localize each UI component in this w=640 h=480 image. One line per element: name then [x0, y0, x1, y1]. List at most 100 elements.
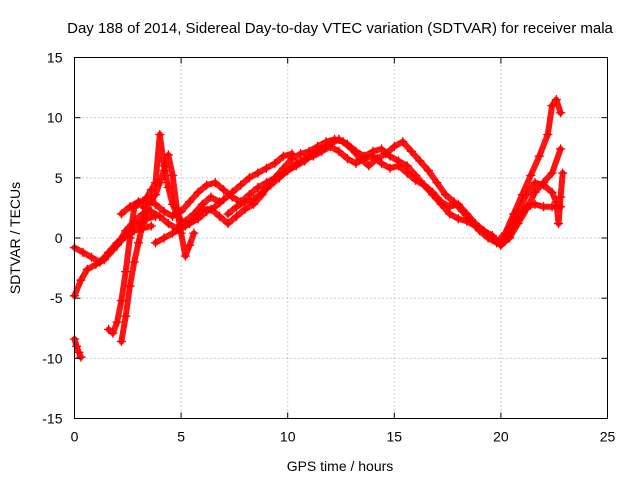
point-track-7-29 [364, 161, 374, 171]
x-tick-label-0: 0 [71, 429, 79, 445]
point-track-2-1 [76, 275, 86, 285]
point-track-9-28 [462, 216, 472, 226]
point-track-2-5 [108, 245, 118, 255]
chart-title: Day 188 of 2014, Sidereal Day-to-day VTE… [67, 20, 613, 37]
x-tick-labels: 0 5 10 15 20 25 [71, 429, 616, 445]
point-track-8-24 [385, 163, 395, 173]
point-track-6-11 [206, 192, 216, 202]
point-track-8-18 [334, 146, 344, 157]
point-track-8-43 [547, 168, 557, 178]
y-tick-label-4: 5 [55, 170, 63, 186]
point-track-5-10 [159, 165, 169, 176]
point-track-7-38 [440, 189, 451, 200]
point-track-10-5 [538, 180, 549, 190]
point-track-9-17 [368, 146, 378, 157]
point-track-3-2 [74, 347, 84, 358]
point-track-7-53 [555, 108, 566, 118]
point-track-11-16 [287, 149, 297, 159]
point-track-4-0 [103, 324, 114, 335]
point-track-9-14 [342, 139, 353, 149]
point-track-9-11 [317, 144, 327, 154]
point-track-7-0 [116, 209, 127, 219]
point-track-5-4 [133, 238, 144, 248]
series-track-3 [69, 334, 86, 362]
series-track-11 [150, 149, 297, 248]
point-track-7-37 [432, 177, 442, 188]
point-track-7-36 [423, 165, 434, 176]
point-track-9-30 [479, 226, 489, 236]
point-track-9-2 [240, 197, 250, 207]
point-track-9-9 [300, 156, 310, 166]
point-track-9-6 [274, 173, 284, 183]
point-track-9-26 [445, 209, 455, 219]
point-track-4-14 [163, 182, 174, 193]
point-track-7-15 [244, 189, 255, 200]
point-track-6-1 [120, 226, 131, 236]
series-layer [69, 94, 568, 362]
x-tick-label-4: 20 [493, 429, 509, 445]
point-track-7-52 [551, 94, 562, 105]
point-track-5-3 [129, 257, 139, 267]
series-track-5 [116, 150, 199, 347]
point-track-8-6 [231, 211, 242, 222]
point-track-8-44 [555, 144, 566, 154]
series-band-track-5 [118, 152, 197, 345]
point-track-6-2 [129, 216, 139, 226]
point-track-7-5 [159, 206, 169, 217]
point-track-5-16 [184, 240, 195, 250]
point-track-5-12 [167, 170, 178, 181]
point-track-10-4 [530, 177, 540, 188]
point-track-11-2 [167, 228, 178, 238]
point-track-9-31 [487, 233, 498, 243]
point-track-10-9 [555, 192, 566, 202]
point-track-6-5 [155, 211, 165, 222]
point-track-11-0 [150, 238, 161, 248]
point-track-9-37 [538, 202, 549, 212]
point-track-10-3 [521, 189, 532, 200]
series-track-6 [112, 192, 225, 250]
point-track-9-24 [427, 189, 438, 200]
point-track-7-9 [193, 187, 203, 197]
point-track-9-16 [359, 151, 370, 161]
point-track-9-3 [248, 194, 259, 205]
y-tick-label-0: -15 [42, 411, 62, 427]
point-track-9-5 [265, 180, 276, 190]
point-track-11-3 [176, 223, 186, 234]
x-tick-label-3: 15 [387, 429, 403, 445]
point-track-2-2 [82, 264, 92, 274]
point-track-11-8 [219, 194, 229, 205]
series-band-track-3 [71, 336, 84, 361]
point-track-5-2 [125, 281, 135, 291]
point-track-4-2 [112, 317, 122, 327]
point-track-7-12 [219, 185, 229, 195]
point-track-11-6 [201, 206, 212, 217]
x-tick-label-5: 25 [600, 429, 616, 445]
point-track-4-4 [120, 266, 131, 277]
point-track-9-20 [393, 156, 404, 166]
point-track-8-23 [376, 158, 387, 169]
point-track-4-10 [146, 185, 156, 195]
point-track-10-0 [496, 238, 506, 248]
point-track-7-8 [184, 197, 195, 207]
point-track-4-3 [116, 295, 127, 306]
point-track-9-21 [402, 161, 412, 171]
point-track-7-48 [526, 170, 536, 181]
point-track-8-5 [223, 218, 233, 229]
point-track-11-11 [244, 173, 255, 183]
point-track-9-27 [453, 214, 463, 224]
y-tick-label-1: -10 [42, 350, 62, 366]
point-track-6-6 [163, 218, 174, 229]
point-track-4-5 [125, 233, 135, 243]
point-track-2-3 [91, 259, 101, 270]
point-track-4-12 [155, 129, 165, 140]
x-tick-label-1: 5 [177, 429, 185, 445]
point-track-6-0 [112, 240, 122, 250]
point-track-7-32 [389, 141, 399, 152]
point-track-1-9 [146, 221, 156, 231]
point-track-9-22 [410, 170, 421, 181]
point-track-8-4 [214, 211, 225, 222]
point-track-7-34 [406, 146, 417, 157]
point-track-8-19 [342, 153, 353, 164]
point-track-7-4 [150, 199, 161, 210]
